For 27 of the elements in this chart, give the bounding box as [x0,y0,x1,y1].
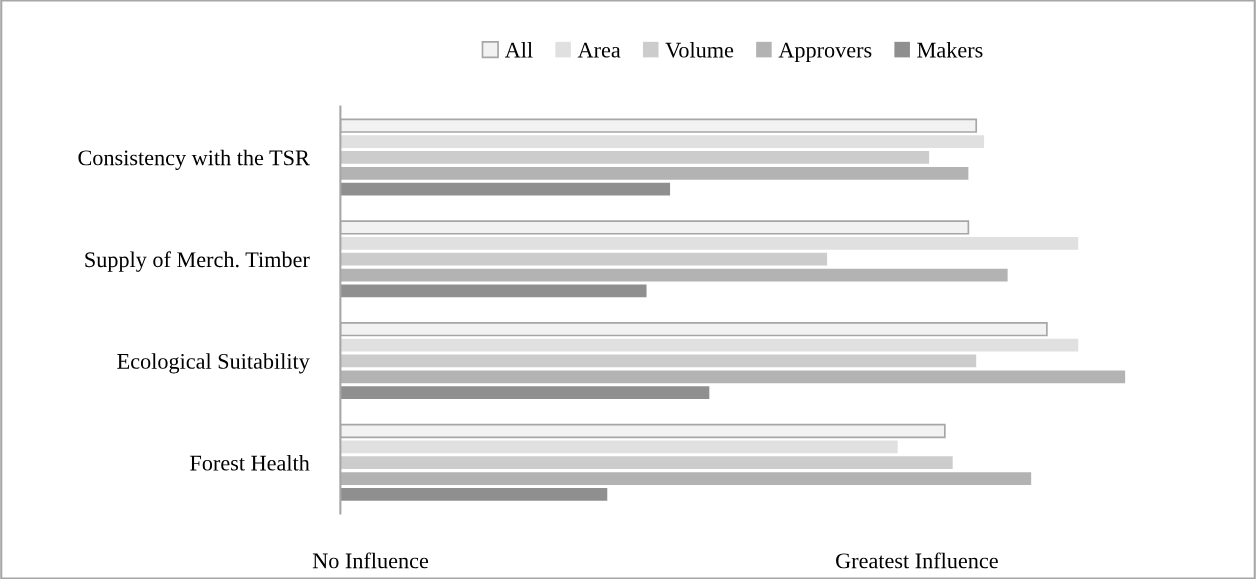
text: Greatest Influence [836,552,998,569]
y-tick-label: Forest Health [190,454,310,471]
bar [340,151,930,164]
bar [340,166,969,180]
bar [340,488,608,501]
bar [340,354,977,368]
text: No Influence [312,552,429,569]
bar [340,182,671,196]
bar [340,135,985,148]
legend-label: Volume [665,41,734,58]
bar [340,456,953,470]
bar [340,268,1008,282]
bar [340,370,1126,384]
y-tick-label: Consistency with the TSR [78,149,310,170]
bar [340,472,1032,485]
y-tick-label: Supply of Merch. Timber [85,251,310,272]
legend-label: Area [577,42,621,58]
bar [340,440,898,454]
bar [340,252,828,266]
bar [340,386,710,400]
legend-label: Makers [917,41,983,58]
bar [340,284,647,298]
legend-label: Approvers [778,42,872,63]
bar [340,338,1079,352]
legend-label: All [504,41,533,58]
y-tick-label: Ecological Suitability [117,353,310,374]
bar [340,236,1079,250]
